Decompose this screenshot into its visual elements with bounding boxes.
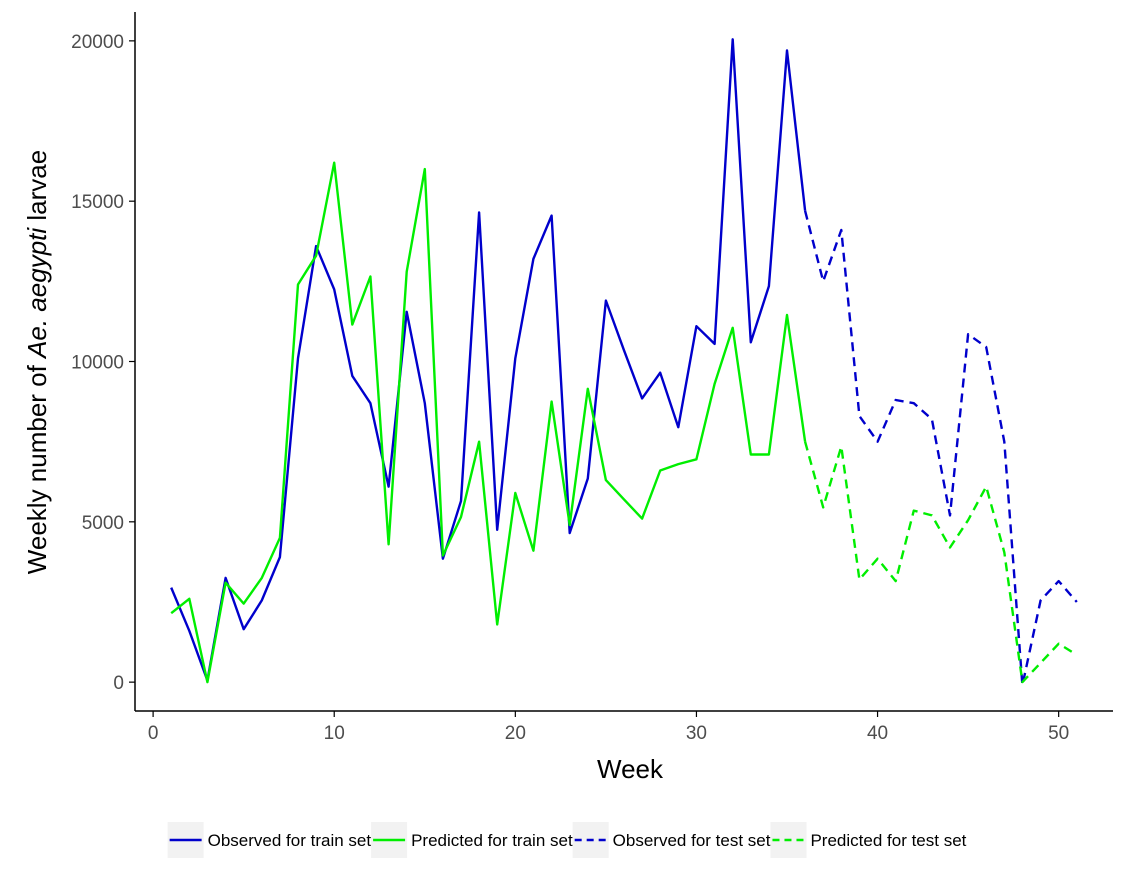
x-tick-label: 30 [686, 723, 707, 744]
x-tick-label: 50 [1048, 723, 1069, 744]
y-tick-label: 5000 [82, 513, 124, 534]
x-tick-label: 10 [324, 723, 345, 744]
x-tick-label: 40 [867, 723, 888, 744]
x-axis-ticks: 0 10 20 30 40 50 [148, 711, 1069, 744]
legend-label: Observed for train set [208, 831, 372, 850]
legend: Observed for train set Predicted for trai… [167, 822, 967, 858]
y-tick-label: 10000 [71, 353, 124, 374]
y-tick-label: 20000 [71, 32, 124, 53]
y-axis-title-species: Ae. aegypti [22, 227, 52, 360]
plot-area: 0 5000 10000 15000 20000 0 10 20 30 40 50 [71, 12, 1113, 744]
y-axis-title: Weekly number of Ae. aegypti larvae [22, 150, 52, 574]
x-tick-label: 20 [505, 723, 526, 744]
legend-label: Observed for test set [613, 831, 771, 850]
y-tick-label: 0 [113, 673, 124, 694]
x-tick-label: 0 [148, 723, 159, 744]
y-axis-title-prefix: Weekly number of [22, 358, 52, 574]
series-line-2 [170, 161, 807, 684]
x-axis-title: Week [597, 754, 664, 784]
series-line-1 [170, 38, 807, 682]
series-lines [170, 38, 1078, 687]
series-line-4 [803, 441, 1078, 684]
series-line-3 [803, 210, 1078, 687]
legend-label: Predicted for train set [411, 831, 573, 850]
y-tick-label: 15000 [71, 192, 124, 213]
y-axis-ticks: 0 5000 10000 15000 20000 [71, 32, 135, 694]
legend-label: Predicted for test set [810, 831, 966, 850]
y-axis-title-suffix: larvae [22, 150, 52, 228]
